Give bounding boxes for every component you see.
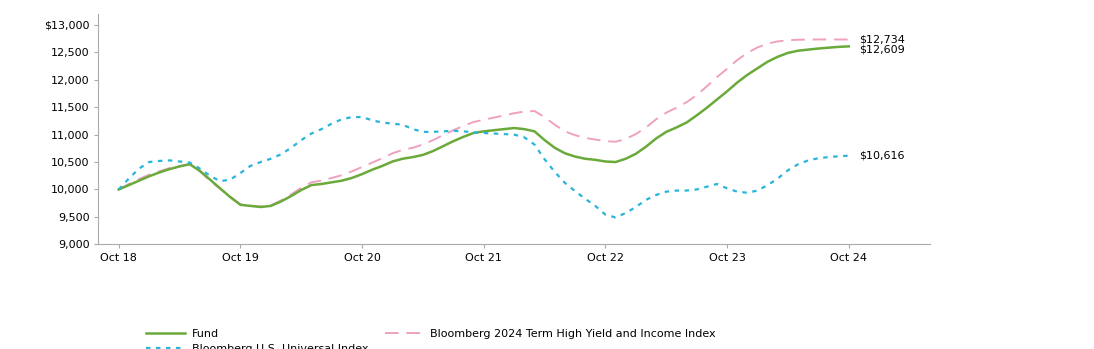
Text: $12,609: $12,609 (859, 45, 905, 55)
Legend: Fund, Bloomberg U.S. Universal Index, Bloomberg 2024 Term High Yield and Income : Fund, Bloomberg U.S. Universal Index, Bl… (141, 324, 721, 349)
Text: $10,616: $10,616 (859, 151, 905, 161)
Text: $12,734: $12,734 (859, 35, 905, 45)
